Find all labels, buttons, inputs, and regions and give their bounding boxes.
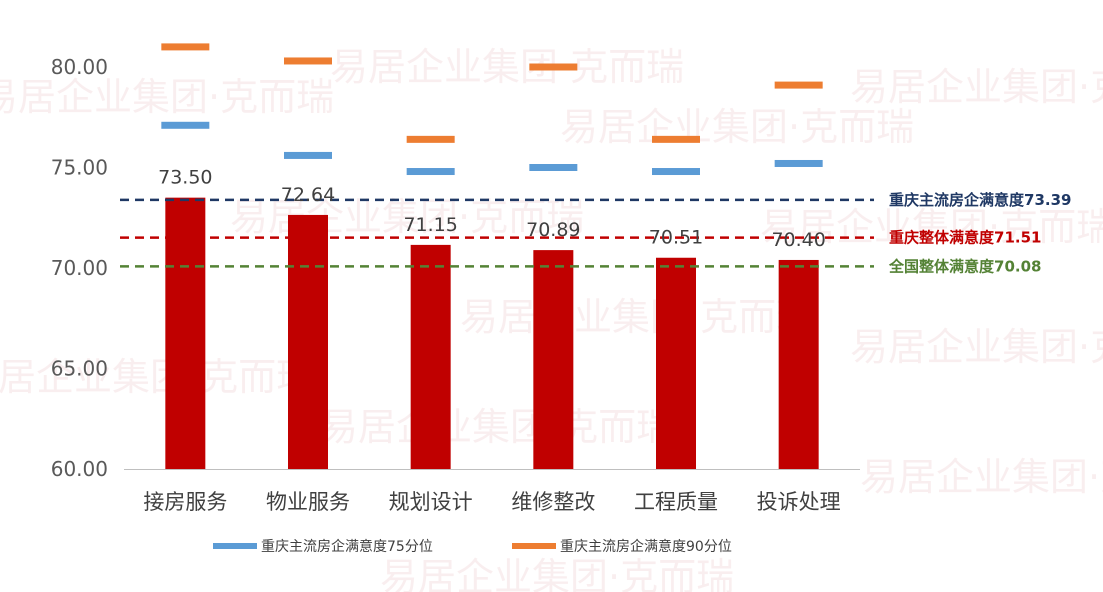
y-tick-label: 60.00 [51, 457, 108, 481]
reference-line-label: 重庆整体满意度71.51 [889, 229, 1041, 247]
watermark-text: 易居企业集团·克而瑞 [460, 295, 814, 339]
watermark-text: 易居企业集团·克而瑞 [850, 65, 1103, 109]
watermark-text: 易居企业集团·克而瑞 [560, 105, 914, 149]
y-tick-label: 80.00 [51, 55, 108, 79]
percentile-marker [284, 57, 332, 65]
x-category-label: 物业服务 [266, 490, 350, 514]
bar-data-label: 70.40 [771, 229, 825, 251]
percentile-marker [406, 135, 455, 143]
watermark-text: 易居企业集团·克而瑞 [850, 325, 1103, 369]
watermark-text: 易居企业集团·克而瑞 [0, 355, 314, 399]
watermark-text: 易居企业集团·克而瑞 [760, 205, 1103, 249]
bar-series [165, 197, 819, 469]
percentile-marker [284, 151, 332, 159]
bar [778, 259, 819, 469]
percentile-marker [652, 135, 700, 143]
percentile-marker [529, 63, 578, 71]
bar-data-label: 72.64 [281, 184, 335, 206]
watermark-text: 易居企业集团·克而瑞 [0, 75, 334, 119]
x-category-label: 工程质量 [634, 490, 718, 514]
legend-label: 重庆主流房企满意度90分位 [560, 538, 732, 555]
bar [165, 197, 206, 469]
legend-swatch [512, 543, 556, 549]
x-category-label: 投诉处理 [757, 490, 841, 514]
bar [288, 214, 328, 469]
y-axis-ticks: 60.00 65.00 70.00 75.00 80.00 [51, 55, 108, 481]
legend-swatch [213, 543, 257, 549]
bar [533, 250, 574, 469]
watermark-text: 易居企业集团·克而瑞 [380, 555, 734, 592]
reference-lines: 重庆主流房企满意度73.39 重庆整体满意度71.51 全国整体满意度70.08 [120, 191, 1071, 275]
bar-data-labels: 73.50 72.64 71.15 70.89 70.51 70.40 [158, 167, 826, 251]
bar [656, 257, 696, 469]
bar-data-label: 71.15 [403, 214, 457, 236]
watermark-text: 易居企业集团·克而瑞 [320, 405, 674, 449]
percentile-marker [774, 159, 823, 167]
bar-data-label: 70.51 [649, 227, 703, 249]
watermark-text: 易居企业集团·克而瑞 [330, 45, 684, 89]
watermark-text: 易居企业集团·克而瑞 [860, 455, 1103, 499]
reference-line-label: 全国整体满意度70.08 [888, 257, 1041, 275]
legend-label: 重庆主流房企满意度75分位 [261, 538, 433, 555]
y-tick-label: 75.00 [51, 156, 108, 180]
bar-data-label: 73.50 [158, 167, 212, 189]
x-category-label: 规划设计 [389, 490, 473, 514]
legend: 重庆主流房企满意度75分位 重庆主流房企满意度90分位 [213, 538, 732, 555]
percentile-marker [529, 164, 578, 171]
x-axis-categories: 接房服务 物业服务 规划设计 维修整改 工程质量 投诉处理 [143, 490, 840, 514]
y-tick-label: 70.00 [51, 256, 108, 280]
y-tick-label: 65.00 [51, 357, 108, 381]
percentile-marker [406, 168, 455, 176]
bar [410, 244, 451, 469]
marker-series [161, 43, 823, 176]
percentile-marker [774, 81, 823, 89]
x-category-label: 接房服务 [143, 490, 227, 514]
bar-data-label: 70.89 [526, 219, 580, 241]
x-category-label: 维修整改 [511, 490, 595, 514]
percentile-marker [161, 43, 210, 51]
percentile-marker [652, 168, 700, 176]
reference-line-label: 重庆主流房企满意度73.39 [889, 191, 1071, 209]
percentile-marker [161, 121, 210, 129]
